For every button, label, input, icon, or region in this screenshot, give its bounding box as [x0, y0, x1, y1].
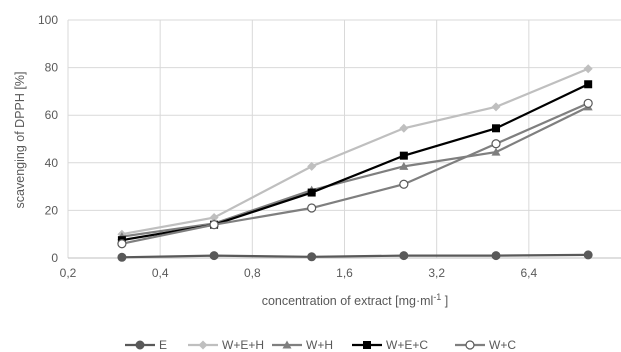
series-line [121, 67, 589, 236]
series-w-h [117, 102, 593, 241]
x-tick-label: 0,8 [244, 266, 261, 280]
legend-marker [135, 340, 145, 350]
x-tick-label: 1,6 [336, 266, 353, 280]
y-tick-label: 80 [45, 61, 59, 75]
series-line [121, 253, 589, 259]
y-axis-ticks: 0 20 40 60 80 100 [38, 13, 58, 265]
data-point [307, 252, 317, 262]
legend: E W+E+H W+H W+E+C W+C [125, 338, 516, 352]
data-point [307, 203, 317, 213]
legend-label: W+H [306, 338, 333, 352]
data-point [583, 98, 593, 108]
y-tick-label: 20 [45, 203, 59, 217]
y-tick-label: 40 [45, 156, 59, 170]
data-point [491, 102, 501, 112]
legend-item: W+C [455, 338, 516, 352]
data-point [584, 80, 593, 89]
legend-label: W+E+C [386, 338, 428, 352]
series-line [121, 105, 589, 238]
x-tick-label: 3,2 [428, 266, 445, 280]
legend-item: W+E+H [188, 338, 264, 352]
legend-marker [363, 341, 371, 349]
data-point [583, 64, 593, 74]
legend-item: W+E+C [352, 338, 428, 352]
data-point [399, 251, 409, 261]
x-tick-label: 0,2 [60, 266, 77, 280]
x-axis-title-main: concentration of extract [mg·ml [262, 294, 434, 308]
data-point [491, 139, 501, 149]
legend-label: E [159, 338, 167, 352]
data-point [399, 123, 409, 133]
data-point [117, 239, 127, 249]
data-point [209, 220, 219, 230]
data-point [307, 188, 316, 197]
x-axis-ticks: 0,2 0,4 0,8 1,6 3,2 6,4 [60, 266, 538, 280]
data-point [399, 161, 409, 170]
legend-marker [282, 340, 292, 349]
legend-label: W+E+H [222, 338, 264, 352]
data-point [492, 124, 501, 133]
series-layer [117, 64, 593, 262]
series-w-e-c [117, 80, 593, 245]
legend-item: W+H [272, 338, 333, 352]
legend-marker [198, 340, 208, 350]
data-point [399, 151, 408, 160]
series-e [117, 250, 593, 262]
y-tick-label: 60 [45, 108, 59, 122]
series-line [121, 83, 589, 242]
data-point [117, 252, 127, 262]
data-point [399, 179, 409, 189]
data-point [491, 147, 501, 156]
series-w-c [117, 98, 593, 249]
data-point [491, 251, 501, 261]
y-tick-label: 0 [51, 251, 58, 265]
x-axis-title-superscript: -1 [433, 292, 441, 302]
data-point [209, 251, 219, 261]
data-point [583, 250, 593, 260]
y-axis-title: scavenging of DPPH [%] [13, 72, 27, 209]
series-line [121, 102, 589, 245]
x-axis-title-end: ] [441, 294, 448, 308]
series-w-e-h [117, 64, 593, 239]
data-point [209, 213, 219, 223]
legend-item: E [125, 338, 167, 352]
x-tick-label: 0,4 [152, 266, 169, 280]
data-point [307, 161, 317, 171]
x-axis-title: concentration of extract [mg·ml-1 ] [262, 292, 449, 308]
legend-marker [465, 340, 475, 350]
y-tick-label: 100 [38, 13, 58, 27]
x-tick-label: 6,4 [520, 266, 537, 280]
grid [67, 19, 621, 258]
legend-label: W+C [489, 338, 516, 352]
